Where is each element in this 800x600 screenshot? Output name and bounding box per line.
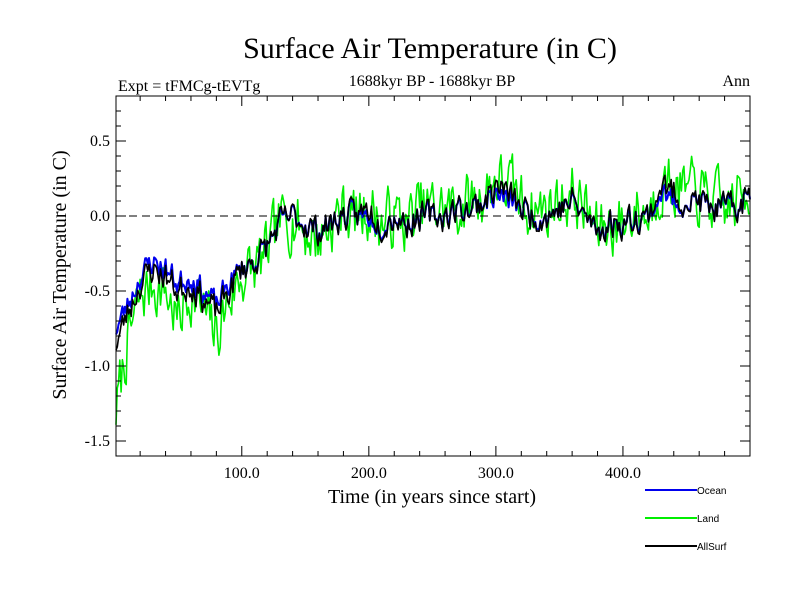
x-tick-label: 400.0 (605, 465, 641, 482)
chart-title: Surface Air Temperature (in C) (243, 32, 617, 65)
legend-label-ocean: Ocean (697, 486, 726, 497)
y-tick-label: -0.5 (85, 283, 110, 300)
series-line-allsurf (115, 174, 751, 351)
plot-frame (115, 95, 751, 457)
x-tick-label: 300.0 (478, 465, 514, 482)
y-axis-label: Surface Air Temperature (in C) (49, 150, 71, 399)
plot-series (115, 153, 751, 425)
y-tick-label: 0.0 (90, 208, 110, 225)
y-tick-label: -1.0 (85, 358, 110, 375)
experiment-label: Expt = tFMCg-tEVTg (118, 78, 260, 95)
legend: Ocean Land AllSurf (645, 486, 727, 553)
period-label: 1688kyr BP - 1688kyr BP (349, 73, 516, 90)
y-tick-label: 0.5 (90, 133, 110, 150)
legend-label-land: Land (697, 514, 719, 525)
x-tick-label: 200.0 (351, 465, 387, 482)
axis-ticks: 100.0 200.0 300.0 400.0 -1.5 -1.0 -0.5 0.0 0.5 (85, 95, 751, 482)
legend-label-allsurf: AllSurf (697, 542, 727, 553)
series-line-land (115, 153, 751, 425)
x-tick-label: 100.0 (224, 465, 260, 482)
season-label: Ann (722, 73, 750, 90)
x-axis-label: Time (in years since start) (328, 486, 536, 508)
y-tick-label: -1.5 (85, 433, 110, 450)
